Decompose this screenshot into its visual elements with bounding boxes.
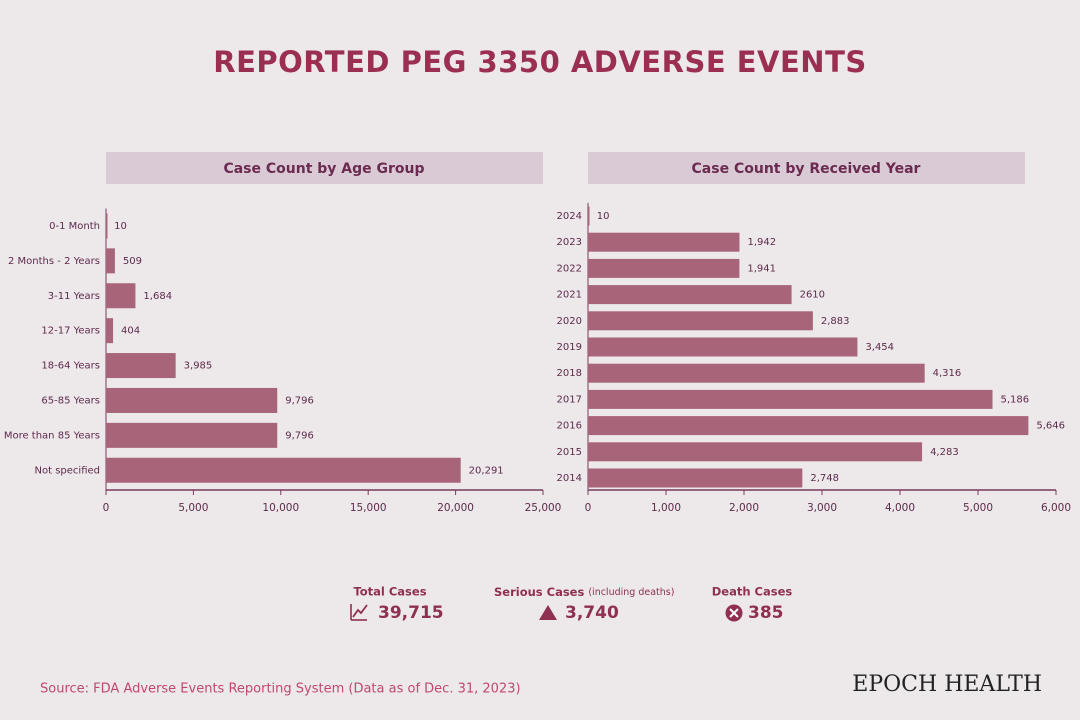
category-label: Not specified	[35, 465, 100, 476]
bar	[588, 389, 993, 409]
category-label: 0-1 Month	[49, 221, 100, 232]
warning-icon	[539, 605, 557, 620]
panel-header-box	[106, 152, 543, 184]
bar	[588, 416, 1029, 436]
bar	[588, 285, 792, 305]
bar	[588, 337, 858, 357]
bar	[588, 311, 813, 331]
category-label: 2015	[557, 447, 582, 458]
value-label: 5,646	[1036, 421, 1065, 432]
category-label: 3-11 Years	[48, 291, 100, 302]
value-label: 5,186	[1001, 394, 1030, 405]
cross-icon	[725, 604, 743, 622]
value-label: 9,796	[285, 430, 314, 441]
bar	[106, 318, 114, 344]
summary-note: (including deaths)	[588, 587, 674, 598]
category-label: 2 Months - 2 Years	[8, 256, 100, 267]
bar	[106, 248, 115, 274]
panel-header: Case Count by Received Year	[692, 161, 921, 177]
x-tick-label: 15,000	[350, 502, 387, 514]
x-tick-label: 0	[103, 502, 110, 514]
trend-icon	[350, 604, 368, 621]
x-tick-label: 3,000	[807, 502, 837, 514]
summary-label: Serious Cases (including deaths)	[494, 585, 674, 599]
panel-header: Case Count by Age Group	[223, 161, 424, 177]
category-label: 2023	[557, 237, 582, 248]
bar	[588, 442, 923, 462]
bar	[588, 206, 590, 226]
value-label: 10	[114, 221, 127, 232]
value-label: 3,454	[865, 342, 894, 353]
value-label: 1,942	[747, 237, 776, 248]
value-label: 2,883	[821, 316, 850, 327]
value-label: 4,283	[930, 447, 959, 458]
bar	[588, 363, 925, 383]
category-label: More than 85 Years	[4, 430, 100, 441]
panel-header-box	[588, 152, 1025, 184]
category-label: 2017	[557, 394, 582, 405]
category-label: 65-85 Years	[41, 395, 100, 406]
x-tick-label: 2,000	[729, 502, 759, 514]
category-label: 2021	[557, 290, 582, 301]
category-label: 12-17 Years	[41, 326, 100, 337]
category-label: 2014	[557, 473, 582, 484]
category-label: 2018	[557, 368, 582, 379]
category-label: 2024	[557, 211, 582, 222]
x-tick-label: 5,000	[178, 502, 208, 514]
bar	[106, 387, 278, 413]
summary-value: 39,715	[378, 603, 444, 623]
x-tick-label: 5,000	[963, 502, 993, 514]
page-title: REPORTED PEG 3350 ADVERSE EVENTS	[213, 45, 867, 79]
x-tick-label: 20,000	[437, 502, 474, 514]
value-label: 10	[597, 211, 610, 222]
summary-value: 3,740	[565, 603, 619, 623]
category-label: 2016	[557, 421, 582, 432]
summary-label: Death Cases	[712, 585, 793, 599]
value-label: 1,684	[143, 291, 172, 302]
value-label: 20,291	[469, 465, 504, 476]
value-label: 404	[121, 326, 140, 337]
bar	[106, 213, 108, 239]
bar	[106, 283, 136, 309]
x-tick-label: 0	[585, 502, 592, 514]
x-tick-label: 25,000	[525, 502, 562, 514]
source: Source: FDA Adverse Events Reporting Sys…	[40, 682, 521, 697]
value-label: 2610	[800, 290, 825, 301]
value-label: 509	[123, 256, 142, 267]
brand: EPOCH HEALTH	[852, 672, 1042, 697]
category-label: 2022	[557, 263, 582, 274]
value-label: 3,985	[184, 361, 213, 372]
bar	[588, 232, 740, 252]
value-label: 4,316	[933, 368, 962, 379]
value-label: 9,796	[285, 395, 314, 406]
category-label: 18-64 Years	[41, 361, 100, 372]
bar	[588, 468, 803, 488]
summary-value: 385	[748, 603, 784, 623]
value-label: 2,748	[810, 473, 839, 484]
x-tick-label: 1,000	[651, 502, 681, 514]
summary-label-text: Serious Cases	[494, 585, 584, 599]
bar	[106, 457, 461, 483]
value-label: 1,941	[747, 263, 776, 274]
category-label: 2019	[557, 342, 582, 353]
summary-label: Total Cases	[353, 585, 426, 599]
x-tick-label: 6,000	[1041, 502, 1071, 514]
bar	[588, 258, 740, 278]
x-tick-label: 10,000	[262, 502, 299, 514]
category-label: 2020	[557, 316, 582, 327]
bar	[106, 422, 278, 448]
bar	[106, 353, 176, 379]
x-tick-label: 4,000	[885, 502, 915, 514]
